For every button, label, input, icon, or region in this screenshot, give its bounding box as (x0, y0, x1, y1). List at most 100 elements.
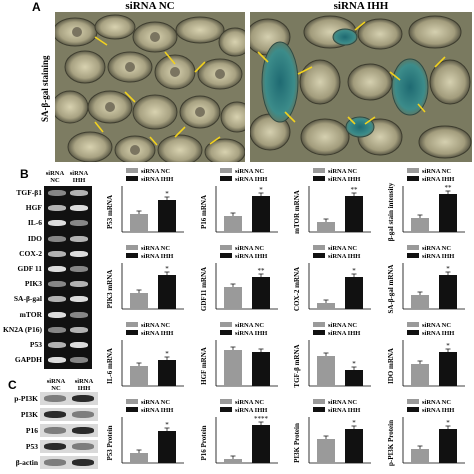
blot-b-band (70, 266, 88, 272)
legend-label: siRNA IHH (141, 253, 173, 260)
blot-b-band (70, 311, 88, 318)
legend-label: siRNA NC (141, 168, 170, 175)
legend-label: siRNA NC (141, 399, 170, 406)
legend-swatch (219, 407, 232, 412)
significance-mark: * (165, 421, 169, 429)
legend-label: siRNA IHH (422, 407, 454, 414)
legend-swatch (219, 253, 232, 258)
blot-b-row-label: GDF 11 (17, 264, 42, 273)
blot-c-strip (40, 408, 98, 421)
y-axis-label: β-gal stain intensity (387, 182, 395, 241)
legend-label: siRNA NC (422, 399, 451, 406)
panel-b-letter: B (20, 167, 29, 181)
legend-swatch (313, 322, 325, 327)
blot-b-band (48, 205, 66, 212)
western-blot-c (40, 392, 98, 472)
legend-label: siRNA IHH (328, 407, 360, 414)
blot-b-band (70, 357, 88, 364)
panel-a-letter: A (32, 0, 41, 14)
legend-label: siRNA IHH (235, 176, 267, 183)
legend-swatch (313, 245, 325, 250)
blot-b-band (70, 326, 88, 333)
bar (223, 459, 242, 463)
bar (410, 364, 429, 386)
significance-mark: * (165, 350, 169, 358)
legend-swatch (126, 253, 138, 258)
significance-mark: * (165, 190, 169, 198)
y-axis-label: P16 Protein (200, 425, 208, 460)
legend-label: siRNA NC (235, 168, 264, 175)
legend-swatch (406, 253, 419, 258)
significance-mark: * (352, 267, 356, 275)
micrograph-nc (55, 12, 245, 162)
blot-c-strip (40, 456, 98, 469)
legend-swatch (219, 330, 232, 335)
bar (223, 216, 242, 232)
legend-label: siRNA NC (235, 245, 264, 252)
bar (130, 453, 148, 463)
blot-b-band (70, 235, 88, 242)
y-axis-label: GDF11 mRNA (200, 267, 208, 311)
legend-swatch (219, 245, 232, 250)
bar (317, 356, 335, 386)
legend-label: siRNA NC (141, 245, 170, 252)
blot-b-band (70, 342, 88, 348)
bar (438, 275, 457, 309)
bar (317, 222, 335, 232)
bar-chart-grid: P53 mRNA siRNA NC siRNA IHH * P16 mRNA siRNA … (100, 166, 474, 474)
legend-label: siRNA IHH (141, 176, 173, 183)
blot-b-band (70, 220, 88, 227)
blot-b-band (48, 281, 66, 288)
significance-mark: ** (257, 267, 265, 275)
bar (438, 429, 457, 463)
bar (130, 366, 148, 386)
y-axis-label: P53 mRNA (106, 195, 114, 229)
legend-swatch (126, 399, 138, 404)
bar (251, 425, 270, 463)
legend-swatch (126, 245, 138, 250)
significance-mark: * (352, 419, 356, 427)
blot-b-row-label: COX-2 (19, 248, 42, 258)
legend-swatch (406, 322, 419, 327)
legend-label: siRNA NC (141, 322, 170, 329)
blot-c-row-label: P16 (25, 426, 38, 435)
bar (130, 214, 148, 232)
blot-c-strip (40, 440, 98, 453)
panel-c-letter: C (8, 378, 17, 392)
blot-b-row-label: IL-6 (27, 218, 42, 228)
legend-swatch (313, 399, 325, 404)
bar (410, 295, 429, 309)
blot-c-row-label: p-PI3K (14, 394, 38, 403)
bar (130, 293, 148, 309)
legend-swatch (406, 245, 419, 250)
western-blot-b (44, 186, 92, 369)
blot-b-row-label: PIK3 (24, 279, 42, 289)
blot-b-band (48, 190, 66, 196)
blot-b-row-label: mTOR (19, 309, 42, 319)
bar (158, 275, 176, 309)
micrograph-ihh (250, 12, 472, 162)
significance-mark: ** (444, 184, 452, 192)
y-axis-label: PIK3 mRNA (106, 270, 114, 309)
significance-mark: * (259, 186, 263, 194)
y-axis-label: HGF mRNA (200, 347, 208, 385)
blot-c-strip (40, 392, 98, 405)
legend-label: siRNA NC (328, 399, 357, 406)
blot-c-row-label: P53 (25, 442, 38, 451)
blot-c-strip (40, 424, 98, 437)
legend-label: siRNA NC (328, 245, 357, 252)
left-image-title: siRNA NC (125, 0, 175, 12)
